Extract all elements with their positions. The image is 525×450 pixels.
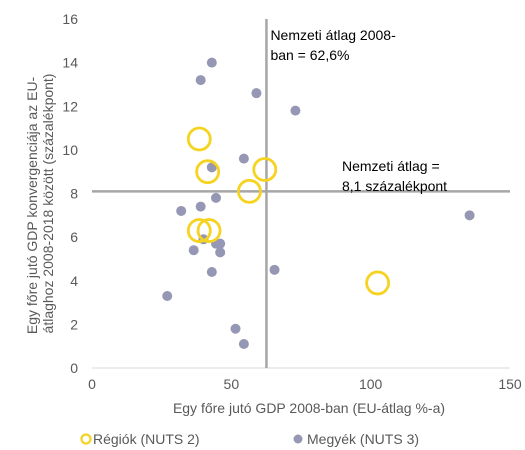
x-axis-ticks: 0 50 100 150 (88, 376, 522, 392)
y-tick-label: 2 (70, 316, 78, 332)
county-point (195, 201, 206, 212)
legend-marker-regions (80, 433, 92, 445)
x-tick-label: 150 (498, 376, 522, 392)
county-point (215, 247, 226, 258)
legend-label-counties: Megyék (NUTS 3) (307, 431, 419, 447)
legend-item-regions: Régiók (NUTS 2) (80, 431, 200, 447)
x-axis-title: Egy főre jutó GDP 2008-ban (EU-átlag %-a… (173, 400, 445, 416)
x-tick-label: 0 (88, 376, 96, 392)
y-tick-label: 6 (70, 229, 78, 245)
y-tick-label: 16 (62, 11, 78, 27)
region-point (237, 178, 262, 204)
county-point (269, 264, 280, 275)
horizontal-reference-label-line-1: Nemzeti átlag = (342, 158, 440, 174)
county-point (251, 88, 262, 99)
y-tick-label: 14 (62, 55, 78, 71)
county-point (464, 210, 475, 221)
county-point (215, 238, 226, 249)
horizontal-reference-label: Nemzeti átlag = 8,1 százalékpont (342, 158, 447, 194)
county-point (176, 205, 187, 216)
y-tick-label: 8 (70, 186, 78, 202)
county-point (188, 245, 199, 256)
region-point (196, 218, 222, 243)
county-point (211, 192, 222, 203)
legend-marker-counties (293, 434, 303, 444)
legend: Régiók (NUTS 2) Megyék (NUTS 3) (80, 431, 419, 447)
legend-item-counties: Megyék (NUTS 3) (293, 431, 419, 447)
y-tick-label: 10 (62, 142, 78, 158)
county-points (162, 57, 475, 350)
region-point (186, 218, 212, 243)
region-point (195, 159, 221, 185)
y-tick-label: 4 (70, 273, 78, 289)
county-point (230, 323, 241, 334)
y-axis-ticks: 0 2 4 6 8 10 12 14 16 (62, 11, 78, 376)
y-axis-title-line-2: átlaghoz 2008-2018 között (százalékpont) (40, 74, 56, 334)
y-tick-label: 0 (70, 360, 78, 376)
y-tick-label: 12 (62, 98, 78, 114)
x-tick-label: 100 (359, 376, 383, 392)
county-point (290, 105, 301, 116)
vertical-reference-label-line-1: Nemzeti átlag 2008- (270, 27, 396, 43)
reference-lines (92, 19, 510, 368)
county-point (238, 339, 249, 350)
horizontal-reference-label-line-2: 8,1 százalékpont (342, 178, 447, 194)
vertical-reference-label: Nemzeti átlag 2008- ban = 62,6% (270, 27, 396, 63)
legend-label-regions: Régiók (NUTS 2) (93, 431, 200, 447)
vertical-reference-label-line-2: ban = 62,6% (270, 47, 349, 63)
x-tick-label: 50 (224, 376, 240, 392)
county-point (162, 291, 173, 302)
region-point (252, 157, 278, 182)
region-point (365, 270, 391, 296)
county-point (206, 57, 217, 68)
county-point (206, 267, 217, 278)
county-point (206, 162, 217, 173)
region-point (186, 126, 212, 152)
region-points (186, 126, 391, 296)
county-point (238, 153, 249, 164)
y-axis-title: Egy főre jutó GDP konvergenciája az EU- … (24, 73, 56, 334)
county-point (195, 75, 206, 86)
y-axis-title-line-1: Egy főre jutó GDP konvergenciája az EU- (24, 76, 40, 334)
